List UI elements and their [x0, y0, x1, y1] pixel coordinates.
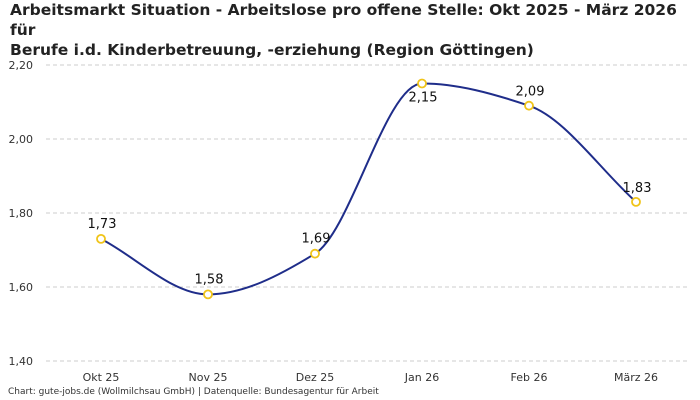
chart-title: Arbeitsmarkt Situation - Arbeitslose pro… — [10, 0, 690, 60]
data-markers — [96, 78, 641, 300]
x-axis-ticks: Okt 25 Nov 25 Dez 25 Jan 26 Feb 26 März 26 — [83, 371, 658, 384]
data-point-marker — [203, 289, 213, 300]
y-tick-label: 1,40 — [9, 355, 34, 368]
data-value-label: 1,73 — [88, 217, 117, 232]
x-tick-label: Jan 26 — [404, 371, 439, 384]
x-tick-label: Feb 26 — [511, 371, 548, 384]
data-value-label: 1,83 — [623, 181, 652, 196]
data-value-label: 2,15 — [409, 91, 438, 106]
data-value-label: 1,69 — [302, 232, 331, 247]
data-point-marker — [310, 248, 320, 259]
chart-title-line-1: Arbeitsmarkt Situation - Arbeitslose pro… — [10, 1, 677, 39]
y-tick-label: 2,00 — [9, 133, 34, 146]
chart-footer-source: Chart: gute-jobs.de (Wollmilchsau GmbH) … — [8, 387, 379, 397]
data-point-marker — [631, 196, 641, 207]
y-tick-label: 1,60 — [9, 281, 34, 294]
data-labels: 1,73 1,58 1,69 2,15 2,09 1,83 — [88, 85, 652, 288]
data-point-marker — [524, 100, 534, 111]
x-tick-label: Okt 25 — [83, 371, 120, 384]
data-point-marker — [417, 78, 427, 89]
chart-title-line-2: Berufe i.d. Kinderbetreuung, -erziehung … — [10, 41, 534, 59]
x-tick-label: März 26 — [614, 371, 658, 384]
data-point-marker — [96, 233, 106, 244]
y-tick-label: 2,20 — [9, 59, 34, 72]
x-tick-label: Nov 25 — [189, 371, 228, 384]
y-axis-ticks: 1,40 1,60 1,80 2,00 2,20 — [9, 59, 34, 368]
data-value-label: 1,58 — [195, 272, 224, 287]
y-tick-label: 1,80 — [9, 207, 34, 220]
x-tick-label: Dez 25 — [296, 371, 335, 384]
series-line — [100, 82, 637, 296]
gridlines — [46, 64, 690, 362]
data-value-label: 2,09 — [516, 85, 545, 100]
